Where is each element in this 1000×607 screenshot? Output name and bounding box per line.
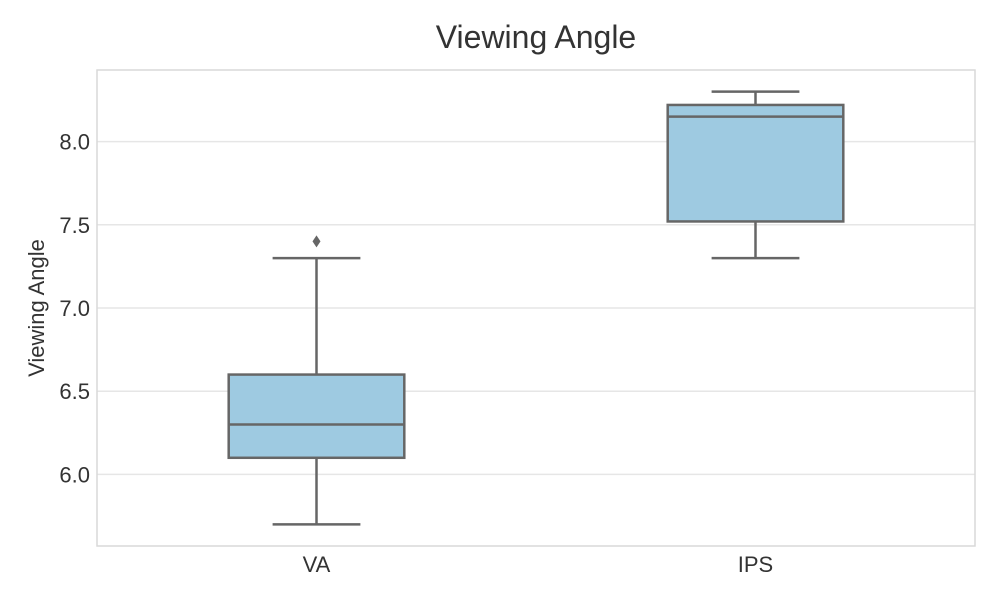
y-tick-labels: 6.0 6.5 7.0 7.5 8.0 — [59, 130, 90, 488]
chart-title: Viewing Angle — [436, 19, 636, 55]
x-tick-labels: VA IPS — [303, 552, 774, 577]
outlier-point — [312, 235, 321, 248]
y-tick-label: 7.0 — [59, 296, 90, 321]
box-va — [227, 235, 406, 526]
y-axis-label: Viewing Angle — [24, 239, 49, 377]
boxes — [227, 90, 845, 526]
plot-frame — [96, 69, 976, 547]
iqr-box — [666, 103, 845, 223]
x-tick-label: VA — [303, 552, 331, 577]
y-tick-label: 8.0 — [59, 130, 90, 155]
y-tick-label: 7.5 — [59, 213, 90, 238]
box-ips — [666, 90, 845, 260]
iqr-box — [227, 373, 406, 460]
y-tick-label: 6.0 — [59, 462, 90, 487]
y-tick-label: 6.5 — [59, 379, 90, 404]
x-tick-label: IPS — [738, 552, 773, 577]
